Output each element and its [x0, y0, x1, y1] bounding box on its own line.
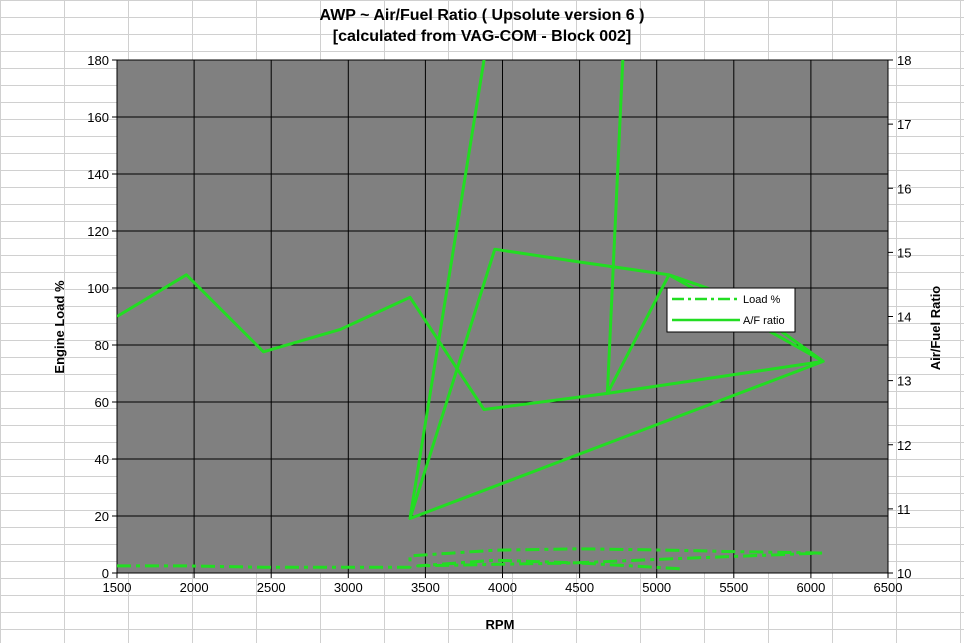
- x-tick-label: 4500: [565, 580, 594, 595]
- y-right-tick-label: 17: [897, 117, 911, 132]
- y-right-tick-label: 10: [897, 566, 911, 581]
- y-left-tick-label: 0: [102, 566, 109, 581]
- y-left-tick-label: 80: [95, 338, 109, 353]
- legend-label-af: A/F ratio: [743, 315, 785, 327]
- x-tick-label: 2000: [180, 580, 209, 595]
- legend-box: [666, 287, 796, 333]
- x-tick-label: 6500: [874, 580, 903, 595]
- chart-title-line-2: [calculated from VAG-COM - Block 002]: [333, 28, 631, 45]
- y-left-tick-label: 120: [87, 224, 109, 239]
- y-axis-left-title: Engine Load %: [52, 280, 67, 374]
- x-tick-label: 5000: [642, 580, 671, 595]
- x-axis-title: RPM: [486, 617, 515, 632]
- x-tick-label: 5500: [719, 580, 748, 595]
- x-tick-label: 3500: [411, 580, 440, 595]
- legend-label-load: Load %: [743, 294, 781, 306]
- y-right-tick-label: 18: [897, 53, 911, 68]
- y-left-tick-label: 160: [87, 110, 109, 125]
- y-left-tick-label: 180: [87, 53, 109, 68]
- y-right-tick-label: 13: [897, 374, 911, 389]
- y-left-tick-label: 100: [87, 281, 109, 296]
- x-tick-label: 4000: [488, 580, 517, 595]
- x-tick-label: 1500: [103, 580, 132, 595]
- y-left-tick-label: 40: [95, 452, 109, 467]
- x-tick-label: 3000: [334, 580, 363, 595]
- y-left-tick-label: 140: [87, 167, 109, 182]
- y-right-tick-label: 12: [897, 438, 911, 453]
- tick-labels: 1500 2000 2500 3000 3500 4000 4500 5000 5500 6000…: [87, 53, 911, 595]
- x-tick-label: 2500: [257, 580, 286, 595]
- y-right-tick-label: 16: [897, 181, 911, 196]
- y-left-tick-label: 60: [95, 395, 109, 410]
- legend: Load % A/F ratio: [666, 287, 796, 333]
- x-tick-label: 6000: [796, 580, 825, 595]
- y-right-tick-label: 14: [897, 310, 911, 325]
- y-axis-right-title: Air/Fuel Ratio: [928, 286, 943, 371]
- series-line-load: [117, 547, 825, 571]
- y-right-tick-label: 15: [897, 245, 911, 260]
- y-left-tick-label: 20: [95, 509, 109, 524]
- chart-title-line-1: AWP ~ Air/Fuel Ratio ( Upsolute version …: [320, 7, 645, 24]
- y-right-tick-label: 11: [897, 502, 911, 517]
